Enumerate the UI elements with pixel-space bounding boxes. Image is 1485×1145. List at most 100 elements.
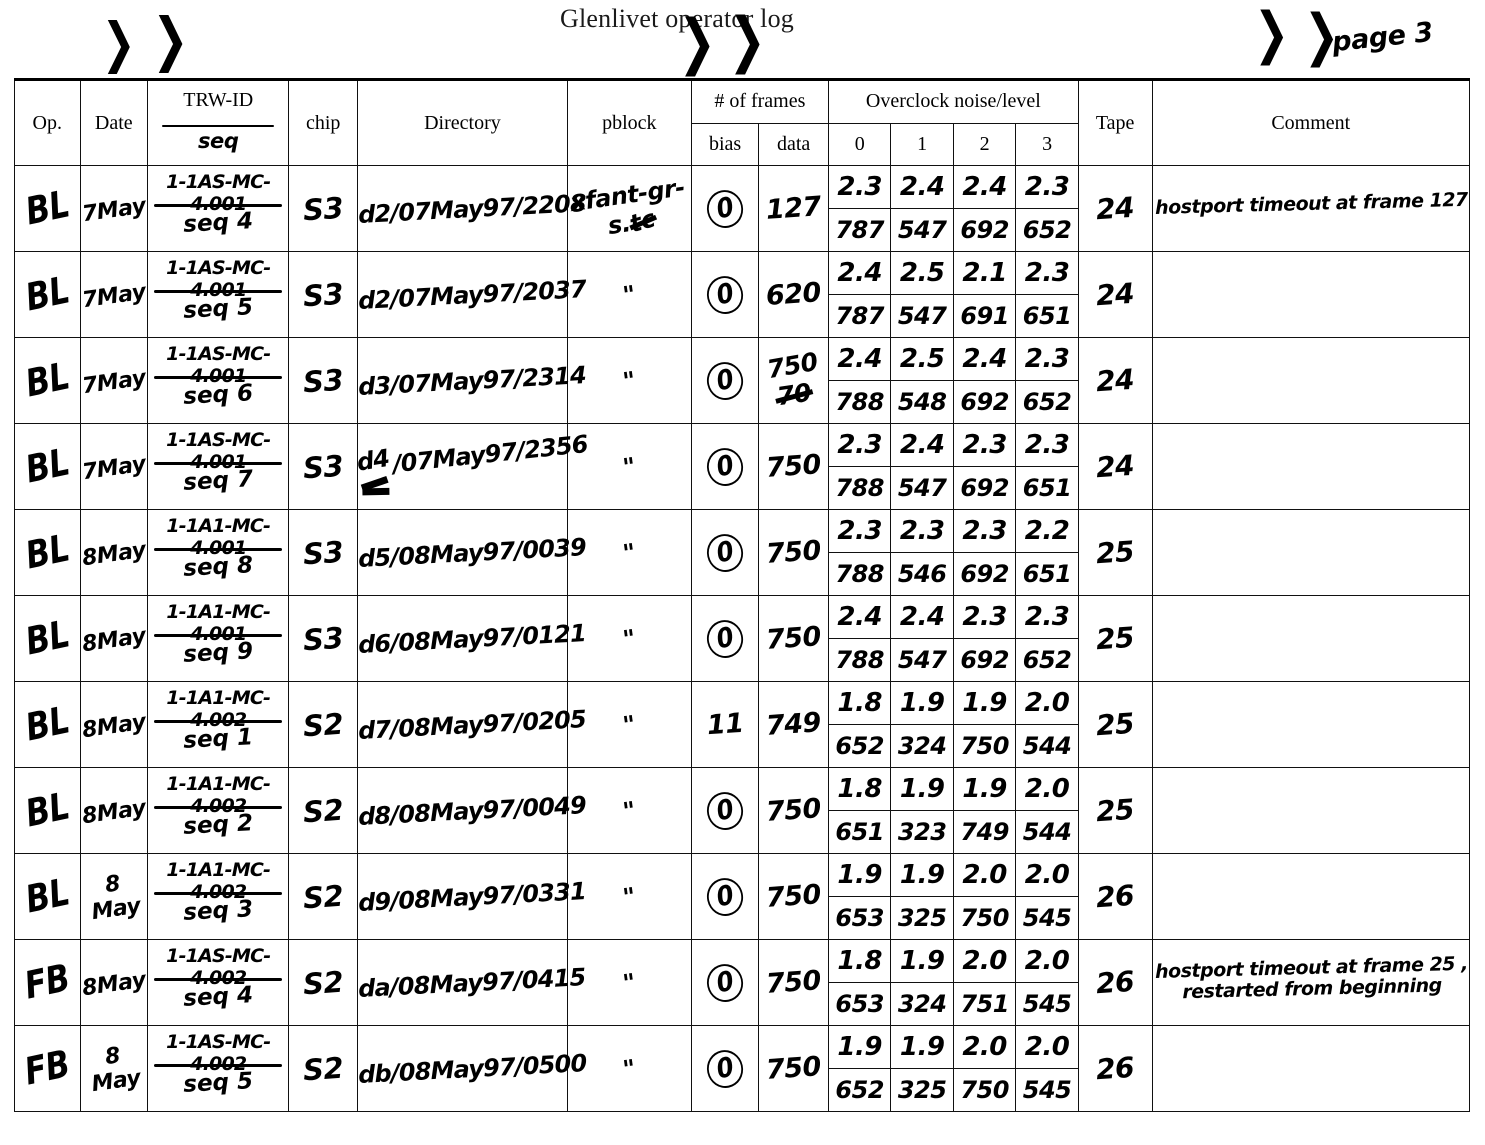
cell-op: BL — [14, 337, 81, 424]
cell-chip: S3 — [288, 595, 358, 682]
overclock-level-value: 691 — [960, 302, 1009, 330]
bias-value: 0 — [703, 444, 747, 489]
data-value: 620 — [765, 277, 823, 312]
cell-op: BL — [14, 853, 81, 940]
overclock-noise-value: 2.0 — [1016, 940, 1078, 983]
cell-overclock-1: 1.9 323 — [890, 767, 954, 854]
date-value: 7May — [80, 193, 148, 228]
column-header-tape: Tape — [1077, 79, 1153, 166]
directory-value: d6/08May97/0121 — [357, 619, 587, 659]
cell-date: 8May — [79, 767, 149, 854]
tape-value: 26 — [1095, 964, 1136, 1001]
column-header-oc1: 1 — [890, 122, 954, 167]
cell-overclock-0: 2.3 787 — [827, 165, 892, 252]
date-value: 7May — [80, 279, 148, 314]
cell-op: BL — [14, 251, 81, 338]
trwid-divider — [154, 1064, 283, 1067]
cell-comment — [1151, 853, 1471, 940]
cell-overclock-0: 1.9 652 — [827, 1025, 892, 1112]
cell-comment — [1151, 337, 1471, 424]
overclock-noise-value: 2.3 — [1016, 596, 1078, 639]
overclock-noise-value: 1.9 — [891, 1026, 953, 1069]
overclock-level-value: 547 — [897, 216, 947, 244]
date-value: 8 May — [89, 1042, 142, 1097]
cell-overclock-2: 2.4 692 — [952, 337, 1017, 424]
cell-overclock-3: 2.3 651 — [1015, 251, 1079, 338]
column-header-data: data — [758, 122, 829, 167]
overclock-level-value: 651 — [1022, 302, 1072, 330]
tape-value: 24 — [1095, 190, 1136, 227]
cell-data: 750 — [758, 1025, 829, 1112]
cell-comment — [1151, 423, 1471, 510]
cell-directory: db/08May97/0500 — [356, 1025, 587, 1112]
date-value: 8May — [80, 623, 148, 658]
cell-overclock-2: 2.3 692 — [952, 423, 1017, 510]
cell-op: BL — [14, 423, 81, 510]
overclock-level-value: 325 — [897, 904, 947, 932]
directory-value: d2/07May97/2037 — [357, 275, 587, 315]
overclock-noise-value: 2.3 — [891, 510, 953, 553]
pblock-value: xfant-gr-s.tc — [568, 172, 687, 240]
directory-value: d2/07May97/2208 — [357, 189, 587, 229]
overclock-level-value: 692 — [960, 388, 1009, 416]
date-value: 8May — [80, 709, 148, 744]
cell-bias: 0 — [690, 939, 760, 1026]
cell-overclock-1: 2.3 546 — [890, 509, 954, 596]
trwid-divider — [154, 720, 283, 723]
cell-data: 620 — [758, 251, 829, 338]
overclock-noise-value: 2.4 — [891, 166, 953, 209]
cell-data: 750 — [758, 939, 829, 1026]
overclock-noise-value: 2.0 — [953, 940, 1016, 983]
cell-overclock-1: 2.4 547 — [890, 595, 954, 682]
cell-date: 8May — [79, 595, 149, 682]
cell-data: 75070 — [758, 337, 829, 424]
overclock-noise-value: 1.9 — [891, 940, 953, 983]
cell-overclock-3: 2.3 652 — [1015, 595, 1079, 682]
bias-value: 0 — [703, 874, 747, 919]
cell-date: 8May — [79, 939, 149, 1026]
cell-comment — [1151, 681, 1471, 768]
cell-op: BL — [14, 165, 81, 252]
overclock-noise-value: 2.3 — [953, 510, 1016, 553]
overclock-noise-value: 1.9 — [953, 768, 1016, 811]
cell-data: 750 — [758, 423, 829, 510]
cell-trwid: 1-1A1-MC-4.002seq 1 — [147, 681, 290, 768]
chip-value: S3 — [302, 190, 345, 227]
ink-smudge-icon: ❯ — [1303, 3, 1340, 68]
overclock-noise-value: 2.0 — [1016, 682, 1078, 725]
overclock-level-value: 652 — [1022, 216, 1072, 244]
overclock-noise-value: 2.3 — [1016, 252, 1078, 295]
overclock-noise-value: 2.5 — [891, 338, 953, 381]
column-header-op: Op. — [14, 79, 81, 166]
cell-trwid: 1-1AS-MC-4.001seq 5 — [147, 251, 290, 338]
op-value: FB — [20, 1042, 74, 1095]
cell-overclock-0: 2.3 788 — [827, 423, 892, 510]
cell-comment — [1151, 251, 1471, 338]
chip-value: S3 — [302, 276, 345, 313]
overclock-level-value: 751 — [960, 990, 1009, 1018]
cell-overclock-0: 1.8 651 — [827, 767, 892, 854]
cell-overclock-1: 2.5 548 — [890, 337, 954, 424]
chip-value: S3 — [302, 448, 345, 485]
cell-overclock-1: 2.5 547 — [890, 251, 954, 338]
cell-chip: S2 — [288, 1025, 358, 1112]
overclock-level-value: 750 — [960, 1076, 1009, 1104]
pblock-value: " — [621, 452, 638, 482]
column-header-trwid-label: TRW-ID — [183, 89, 254, 111]
cell-overclock-3: 2.0 544 — [1015, 767, 1079, 854]
page-number: page 3 — [1330, 16, 1435, 59]
overclock-level-value: 651 — [835, 818, 885, 846]
trwid-divider — [154, 806, 283, 809]
cell-chip: S2 — [288, 939, 358, 1026]
column-header-oc2: 2 — [952, 122, 1017, 167]
cell-overclock-1: 1.9 325 — [890, 1025, 954, 1112]
overclock-level-value: 547 — [897, 302, 947, 330]
bias-value: 0 — [703, 530, 747, 575]
overclock-level-value: 651 — [1022, 474, 1072, 502]
cell-trwid: 1-1A1-MC-4.002seq 3 — [147, 853, 290, 940]
cell-tape: 25 — [1077, 767, 1153, 854]
overclock-noise-value: 2.4 — [891, 596, 953, 639]
trwid-divider — [154, 548, 283, 551]
overclock-level-value: 545 — [1022, 904, 1072, 932]
